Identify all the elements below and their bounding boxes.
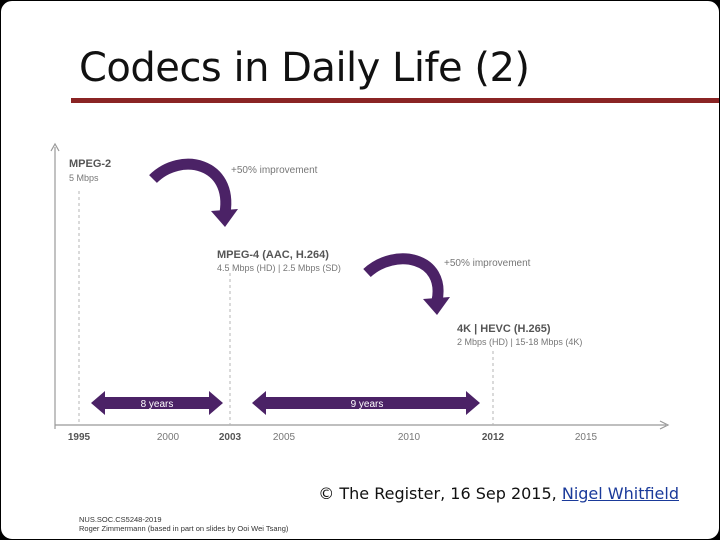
codec-rate-hevc: 2 Mbps (HD) | 15-18 Mbps (4K) [457,337,582,347]
footer-course: NUS.SOC.CS5248-2019 [79,515,162,524]
credit-text: © The Register, 16 Sep 2015, [318,484,562,503]
year-label: 1995 [68,432,91,443]
year-label: 2000 [157,432,180,443]
slide-footer: NUS.SOC.CS5248-2019 Roger Zimmermann (ba… [79,515,288,533]
year-label: 2003 [219,432,242,443]
span-arrow-8-years: 8 years [91,391,223,415]
year-label: 2015 [575,432,598,443]
y-axis-arrowhead [50,142,60,152]
footer-author: Roger Zimmermann (based in part on slide… [79,524,289,533]
codec-rate-mpeg4: 4.5 Mbps (HD) | 2.5 Mbps (SD) [217,263,341,273]
codec-timeline-figure: 1995 2000 2003 2005 2010 2012 2015 MPEG-… [41,141,681,451]
year-label: 2010 [398,432,421,443]
codec-name-mpeg2: MPEG-2 [69,158,111,170]
credit-author-link[interactable]: Nigel Whitfield [561,484,679,503]
codec-name-hevc: 4K | HEVC (H.265) [457,323,551,335]
codec-rate-mpeg2: 5 Mbps [69,173,99,183]
image-credit: © The Register, 16 Sep 2015, Nigel Whitf… [318,484,679,503]
improvement-label: +50% improvement [444,258,531,269]
span-label: 8 years [141,399,174,410]
x-axis-arrowhead [659,420,670,430]
improvement-label: +50% improvement [231,165,318,176]
timeline-svg: 1995 2000 2003 2005 2010 2012 2015 MPEG-… [50,142,670,443]
improvement-arrow-2 [363,253,450,315]
slide-title: Codecs in Daily Life (2) [79,45,530,91]
improvement-arrow-1 [149,158,238,227]
codec-name-mpeg4: MPEG-4 (AAC, H.264) [217,249,329,261]
span-arrow-9-years: 9 years [252,391,480,415]
title-underline [71,98,719,103]
span-label: 9 years [351,399,384,410]
year-label: 2012 [482,432,505,443]
year-label: 2005 [273,432,296,443]
